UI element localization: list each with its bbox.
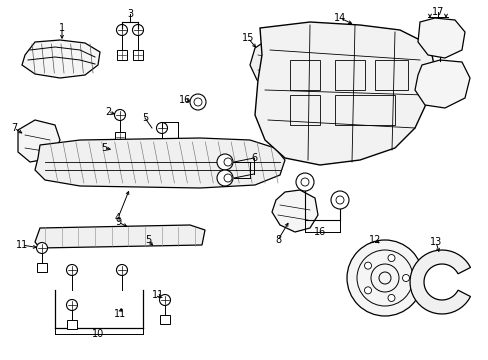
Circle shape (132, 24, 143, 36)
Text: 16: 16 (313, 227, 325, 237)
Text: 14: 14 (333, 13, 346, 23)
Circle shape (402, 274, 408, 282)
Text: 11: 11 (152, 290, 164, 300)
Circle shape (156, 143, 167, 153)
Text: 5: 5 (144, 235, 151, 245)
Text: 9: 9 (115, 217, 121, 227)
Circle shape (66, 300, 77, 310)
Polygon shape (35, 138, 285, 188)
Text: 1: 1 (59, 23, 65, 33)
Text: 13: 13 (429, 237, 441, 247)
Polygon shape (160, 315, 170, 324)
Circle shape (364, 262, 371, 269)
Circle shape (217, 154, 232, 170)
Polygon shape (249, 38, 302, 90)
Circle shape (330, 191, 348, 209)
Text: 5: 5 (101, 143, 107, 153)
Circle shape (156, 122, 167, 134)
Circle shape (116, 24, 127, 36)
Text: 11: 11 (114, 309, 126, 319)
Text: 10: 10 (92, 329, 104, 339)
Circle shape (217, 170, 232, 186)
Circle shape (295, 173, 313, 191)
Text: 5: 5 (142, 113, 148, 123)
Circle shape (66, 265, 77, 275)
Polygon shape (271, 190, 317, 232)
Polygon shape (37, 263, 47, 272)
Polygon shape (157, 142, 167, 150)
Polygon shape (117, 50, 127, 60)
Polygon shape (67, 320, 77, 329)
Circle shape (346, 240, 422, 316)
Text: 4: 4 (115, 213, 121, 223)
Polygon shape (22, 40, 100, 78)
Text: 6: 6 (250, 153, 257, 163)
Text: 11: 11 (16, 240, 28, 250)
Polygon shape (414, 60, 469, 108)
Circle shape (112, 144, 123, 156)
Text: 16: 16 (179, 95, 191, 105)
Text: 17: 17 (431, 7, 443, 17)
Circle shape (116, 265, 127, 275)
Text: 2: 2 (104, 107, 111, 117)
Circle shape (37, 243, 47, 253)
Text: 12: 12 (368, 235, 381, 245)
Polygon shape (409, 250, 469, 314)
Circle shape (190, 94, 205, 110)
Polygon shape (417, 18, 464, 58)
Text: 15: 15 (242, 33, 254, 43)
Circle shape (364, 287, 371, 294)
Circle shape (387, 294, 394, 301)
Polygon shape (115, 132, 125, 142)
Polygon shape (113, 164, 123, 172)
Text: 3: 3 (127, 9, 133, 19)
Circle shape (159, 294, 170, 306)
Polygon shape (133, 50, 142, 60)
Text: 7: 7 (11, 123, 17, 133)
Polygon shape (254, 22, 434, 165)
Text: 8: 8 (274, 235, 281, 245)
Circle shape (114, 109, 125, 121)
Polygon shape (18, 120, 60, 162)
Polygon shape (157, 162, 167, 170)
Circle shape (387, 255, 394, 261)
Polygon shape (35, 225, 204, 248)
